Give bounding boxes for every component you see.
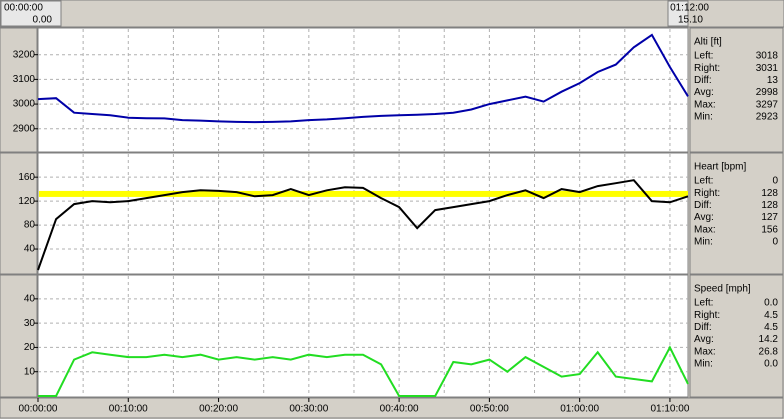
stats-panel — [689, 152, 784, 275]
right-value: 15.10 — [678, 15, 703, 26]
stats-panel — [689, 274, 784, 398]
y-tick-label: 40 — [24, 293, 36, 304]
stat-value: 3031 — [756, 63, 779, 74]
stats-title: Speed [mph] — [694, 284, 751, 295]
y-tick-label: 3000 — [13, 99, 36, 110]
stat-label: Left: — [694, 51, 713, 62]
stat-value: 127 — [761, 212, 778, 223]
y-tick-label: 40 — [24, 244, 36, 255]
target-zone — [39, 190, 688, 197]
stat-value: 2998 — [756, 87, 779, 98]
stat-label: Avg: — [694, 334, 714, 345]
x-axis-panel — [0, 397, 784, 419]
stat-value: 14.2 — [759, 334, 779, 345]
plot-area — [37, 274, 689, 398]
y-tick-label: 2900 — [13, 123, 36, 134]
stat-label: Right: — [694, 310, 720, 321]
y-axis-panel — [0, 27, 38, 153]
stat-label: Min: — [694, 359, 713, 370]
x-tick-label: 00:50:00 — [470, 404, 509, 415]
x-tick-label: 01:00:00 — [560, 404, 599, 415]
y-tick-label: 80 — [24, 220, 36, 231]
plot-area — [37, 152, 689, 275]
stat-label: Max: — [694, 224, 716, 235]
right-marker[interactable] — [667, 0, 689, 27]
x-tick-label: 00:40:00 — [380, 404, 419, 415]
stat-label: Left: — [694, 176, 713, 187]
stat-value: 4.5 — [764, 310, 778, 321]
y-axis-panel — [0, 152, 38, 275]
stat-value: 3018 — [756, 51, 779, 62]
data-line — [38, 345, 689, 397]
plot-area — [37, 27, 689, 153]
left-marker[interactable] — [0, 0, 62, 27]
stat-value: 0 — [772, 237, 778, 248]
y-axis-panel — [0, 274, 38, 398]
y-tick-label: 30 — [24, 318, 36, 329]
stat-label: Right: — [694, 63, 720, 74]
y-tick-label: 120 — [18, 196, 35, 207]
stat-value: 156 — [761, 224, 778, 235]
stat-value: 0.0 — [764, 359, 778, 370]
stat-value: 128 — [761, 188, 778, 199]
time-slider[interactable] — [0, 0, 784, 28]
stat-value: 0.0 — [764, 298, 778, 309]
left-time: 00:00:00 — [4, 3, 43, 14]
stat-label: Left: — [694, 298, 713, 309]
data-line — [37, 179, 689, 271]
stat-label: Max: — [694, 99, 716, 110]
stat-value: 128 — [761, 200, 778, 211]
y-tick-label: 3200 — [13, 49, 36, 60]
stat-label: Max: — [694, 346, 716, 357]
stats-title: Heart [bpm] — [694, 162, 746, 173]
stats-panel — [689, 27, 784, 153]
stat-value: 0 — [772, 176, 778, 187]
stat-label: Diff: — [694, 75, 712, 86]
x-tick-label: 00:30:00 — [289, 404, 328, 415]
x-tick-label: 01:10:00 — [650, 404, 689, 415]
stat-label: Avg: — [694, 87, 714, 98]
y-tick-label: 10 — [24, 366, 36, 377]
right-time: 01:12:00 — [670, 3, 709, 14]
x-tick-label: 00:20:00 — [199, 404, 238, 415]
stat-value: 4.5 — [764, 322, 778, 333]
left-value: 0.00 — [33, 15, 53, 26]
stat-value: 3297 — [756, 99, 779, 110]
stat-label: Diff: — [694, 200, 712, 211]
y-tick-label: 160 — [18, 172, 35, 183]
y-tick-label: 3100 — [13, 74, 36, 85]
stat-label: Min: — [694, 112, 713, 123]
stat-value: 13 — [767, 75, 779, 86]
x-tick-label: 00:10:00 — [109, 404, 148, 415]
stat-label: Min: — [694, 237, 713, 248]
y-tick-label: 20 — [24, 342, 36, 353]
stat-value: 2923 — [756, 112, 779, 123]
stats-title: Alti [ft] — [694, 37, 722, 48]
data-line — [37, 33, 689, 124]
stat-label: Right: — [694, 188, 720, 199]
x-tick-label: 00:00:00 — [19, 404, 58, 415]
stat-value: 26.8 — [759, 346, 779, 357]
stat-label: Avg: — [694, 212, 714, 223]
stat-label: Diff: — [694, 322, 712, 333]
